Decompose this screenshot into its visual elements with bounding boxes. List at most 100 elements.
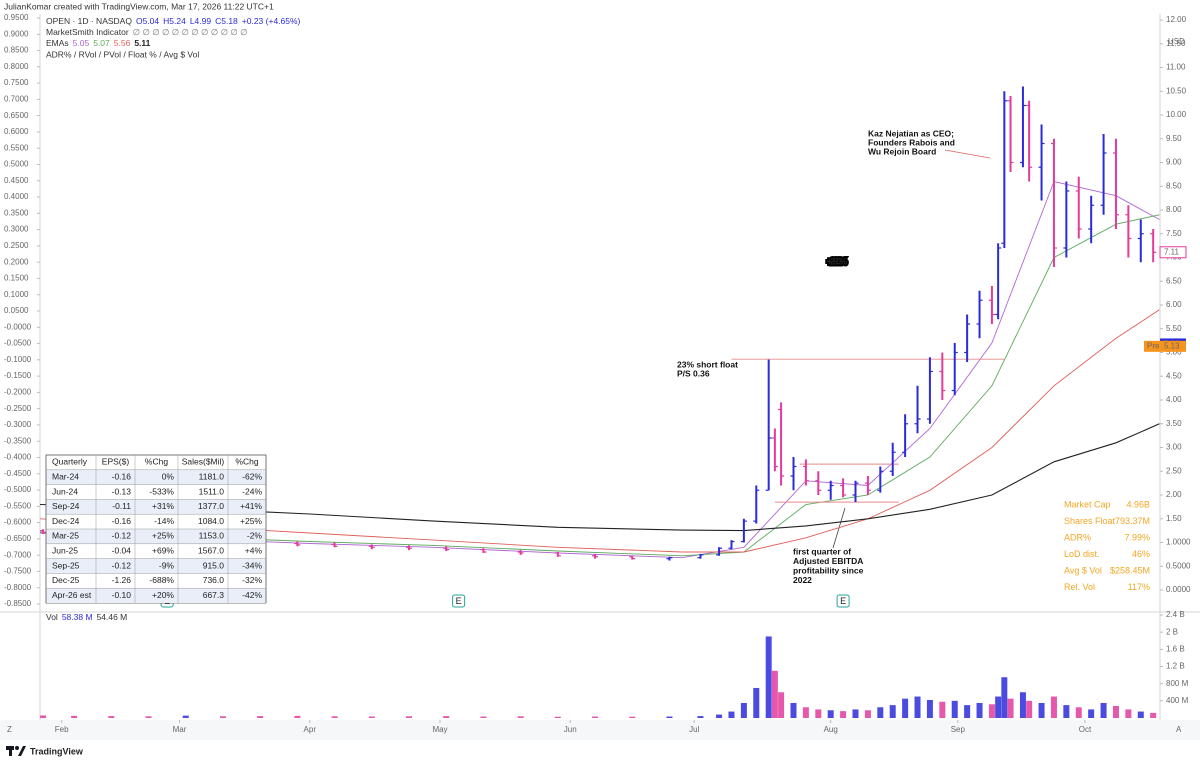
earnings-marker bbox=[452, 594, 466, 608]
y2-tick-label: -0.7000 bbox=[4, 550, 32, 559]
y2-tick-label: 0.3000 bbox=[4, 225, 29, 234]
legend-adr: ADR% / RVol / PVol / Float % / Avg $ Vol bbox=[46, 49, 199, 59]
earnings-marker bbox=[836, 594, 850, 608]
volume-bar bbox=[926, 699, 933, 718]
note: Wu Rejoin Board bbox=[868, 146, 936, 156]
volume-bar bbox=[182, 715, 189, 718]
volume-bar bbox=[1075, 707, 1082, 718]
y2-tick-label: 0.8000 bbox=[4, 62, 29, 71]
note: 23% short float bbox=[677, 359, 738, 369]
x-tick-label: Jul bbox=[689, 725, 699, 734]
volume-bar bbox=[145, 716, 152, 718]
table-cell: -0.04 bbox=[112, 545, 132, 555]
logo-shape bbox=[15, 746, 19, 750]
table-cell: -1.26 bbox=[112, 575, 132, 585]
y2-tick-label: -0.4500 bbox=[4, 469, 32, 478]
y2-tick-label: -0.0000 bbox=[4, 322, 32, 331]
volume-bar bbox=[1001, 677, 1008, 718]
y2-tick-label: 0.7000 bbox=[4, 94, 29, 103]
volume-bar bbox=[902, 698, 909, 718]
volume-bar bbox=[852, 709, 859, 718]
table-cell: Mar-24 bbox=[52, 471, 79, 481]
table-cell: +25% bbox=[152, 531, 174, 541]
note: Founders Rabois and bbox=[868, 137, 955, 147]
legend-emas: EMAs 5.05 5.07 5.56 5.11 bbox=[46, 38, 151, 48]
volume-bar bbox=[1007, 698, 1014, 718]
note: P/S 0.36 bbox=[677, 368, 710, 378]
credit: JulianKomar created with TradingView.com… bbox=[4, 1, 274, 11]
volume-bar bbox=[294, 715, 301, 718]
stat-label: Avg $ Vol bbox=[1064, 565, 1102, 575]
volume-bar bbox=[790, 702, 797, 718]
table-header: Quarterly bbox=[52, 457, 88, 467]
volume-bar bbox=[1100, 702, 1107, 718]
note: Kaz Nejatian as CEO; bbox=[868, 128, 954, 138]
y2-tick-label: 0.9500 bbox=[4, 13, 29, 22]
table-cell: -0.13 bbox=[112, 486, 132, 496]
y2-tick-label: -0.6500 bbox=[4, 534, 32, 543]
volume-bar bbox=[914, 696, 921, 718]
table-row-shade bbox=[46, 558, 266, 574]
volume-bar bbox=[331, 716, 338, 718]
volume-bar bbox=[753, 687, 760, 718]
y2-tick-label: -0.5000 bbox=[4, 485, 32, 494]
table-cell: Mar-25 bbox=[52, 531, 79, 541]
ohlc-value: H5.24 bbox=[163, 16, 186, 26]
table-cell: -0.16 bbox=[112, 516, 132, 526]
y-tick-label: 0.0000 bbox=[1166, 585, 1191, 594]
y-tick-label: 12.00 bbox=[1166, 15, 1187, 24]
y2-tick-label: 0.8500 bbox=[4, 46, 29, 55]
x-tick-label: Mar bbox=[173, 725, 187, 734]
y2-tick-label: -0.8000 bbox=[4, 583, 32, 592]
volume-bar bbox=[740, 702, 747, 718]
volume-bar bbox=[1019, 692, 1026, 718]
volume-bar bbox=[666, 716, 673, 718]
y2-tick-label: -0.6000 bbox=[4, 518, 32, 527]
y2-tick-label: 0.6000 bbox=[4, 127, 29, 136]
y2-tick-label: 0.1000 bbox=[4, 290, 29, 299]
stat-value: 4.96B bbox=[1126, 499, 1150, 509]
stat-label: Market Cap bbox=[1064, 499, 1111, 509]
y2-tick-label: 0.0500 bbox=[4, 306, 29, 315]
y2-tick-label: 0.3500 bbox=[4, 208, 29, 217]
table-row-shade bbox=[46, 499, 266, 515]
ema-value: 5.56 bbox=[114, 38, 131, 48]
table-cell: -62% bbox=[242, 471, 262, 481]
volume-tick-label: 2.4 B bbox=[1166, 610, 1185, 619]
volume-bar bbox=[697, 716, 704, 718]
brand: TradingView bbox=[30, 746, 84, 756]
logo-shape bbox=[9, 746, 12, 756]
y2-tick-label: -0.5500 bbox=[4, 501, 32, 510]
volume-bar bbox=[71, 715, 78, 718]
y-tick-label: 7.50 bbox=[1166, 229, 1182, 238]
x-tick-label: Feb bbox=[55, 725, 69, 734]
indicator-values: ∅ ∅ ∅ ∅ ∅ ∅ ∅ ∅ ∅ ∅ ∅ ∅ bbox=[133, 27, 248, 37]
table-cell: Sep-25 bbox=[52, 560, 80, 570]
volume-bar bbox=[1112, 705, 1119, 718]
table-cell: -0.16 bbox=[112, 471, 132, 481]
volume-tick-label: 800 M bbox=[1166, 679, 1189, 688]
volume-bar bbox=[716, 714, 723, 718]
price-tag-label: 7.11 bbox=[1164, 247, 1180, 256]
ohlc-value: C5.18 bbox=[215, 16, 238, 26]
y2-tick-label: -0.3500 bbox=[4, 436, 32, 445]
y-tick-label: 5.00 bbox=[1166, 348, 1182, 357]
table-cell: 915.0 bbox=[203, 560, 225, 570]
y2-tick-label: 0.6500 bbox=[4, 111, 29, 120]
y-tick-label: 3.50 bbox=[1166, 419, 1182, 428]
table-cell: +25% bbox=[240, 516, 262, 526]
table-cell: 1511.0 bbox=[199, 486, 225, 496]
table-header: Sales($Mil) bbox=[182, 457, 225, 467]
table-cell: Dec-25 bbox=[52, 575, 80, 585]
volume-tick-label: 1.6 B bbox=[1166, 644, 1185, 653]
y-tick-label: 10.00 bbox=[1166, 110, 1187, 119]
volume-tick-label: 1.2 B bbox=[1166, 662, 1185, 671]
volume-bar bbox=[864, 710, 871, 718]
y-tick-label: 1.0000 bbox=[1166, 538, 1191, 547]
table-cell: -2% bbox=[247, 531, 263, 541]
y2-tick-label: 0.4000 bbox=[4, 192, 29, 201]
y-tick-label: 5.50 bbox=[1166, 324, 1182, 333]
ohlc-value: O5.04 bbox=[136, 16, 159, 26]
time-axis bbox=[0, 720, 1200, 740]
table-cell: 1181.0 bbox=[199, 471, 225, 481]
